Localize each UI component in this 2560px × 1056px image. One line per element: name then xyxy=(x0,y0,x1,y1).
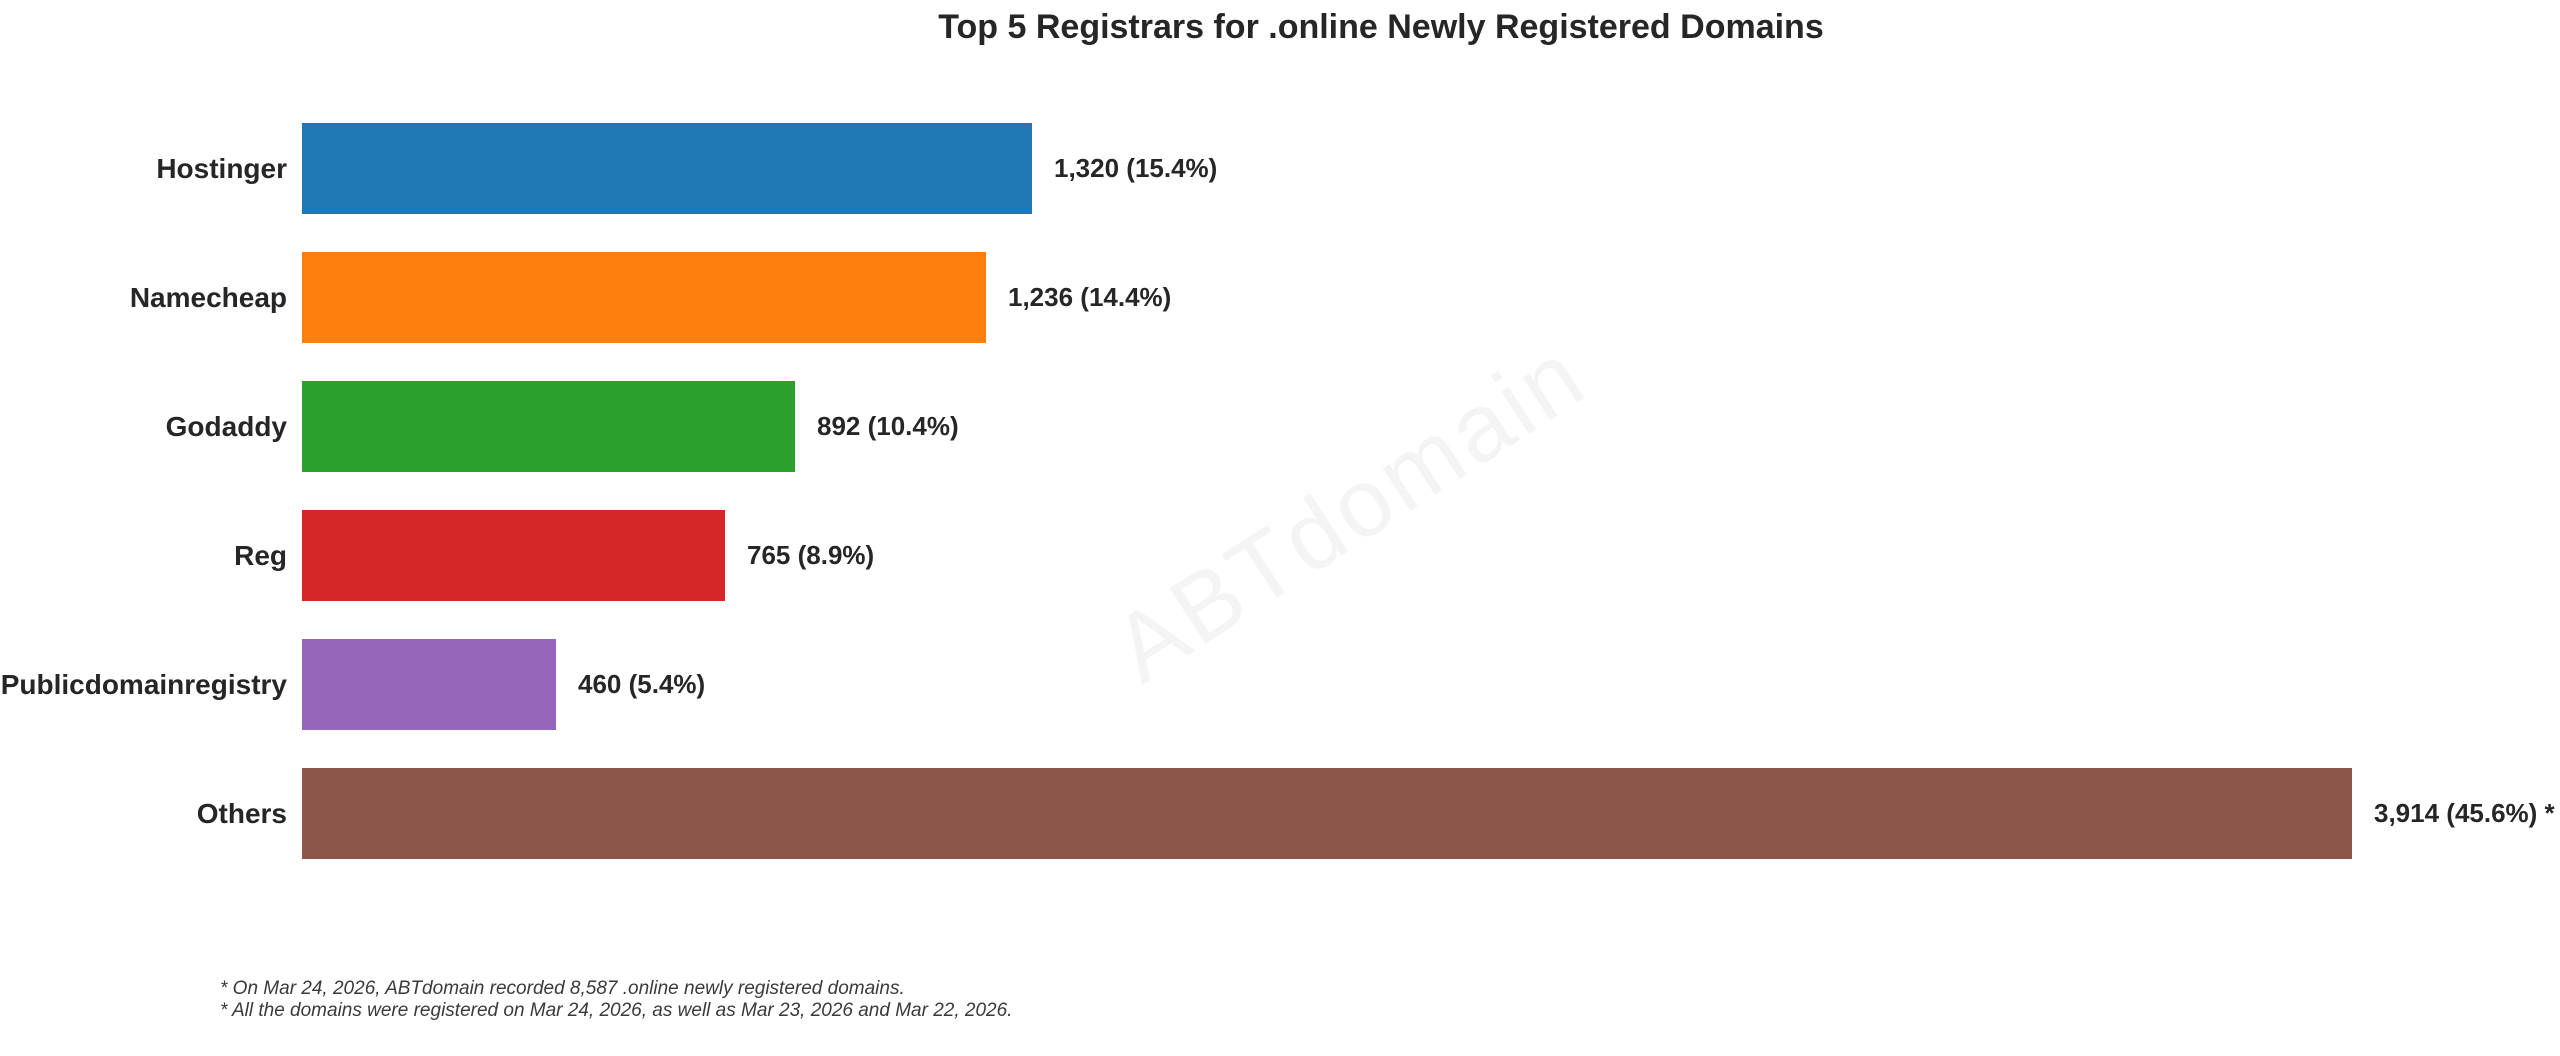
bar-godaddy xyxy=(302,381,795,472)
footnote-line-1: * On Mar 24, 2026, ABTdomain recorded 8,… xyxy=(220,978,905,999)
category-label: Godaddy xyxy=(165,411,287,442)
category-label: Others xyxy=(196,798,287,829)
value-label: 892 (10.4%) xyxy=(817,411,959,441)
bar-namecheap xyxy=(302,252,986,343)
category-label: Hostinger xyxy=(156,153,287,184)
value-label: 460 (5.4%) xyxy=(578,669,706,699)
value-label: 765 (8.9%) xyxy=(747,540,875,570)
category-label: Namecheap xyxy=(129,282,287,313)
bar-hostinger xyxy=(302,123,1032,214)
value-label: 3,914 (45.6%) * xyxy=(2374,798,2555,828)
chart-row: Publicdomainregistry 460 (5.4%) xyxy=(0,639,2560,730)
chart-row: Others 3,914 (45.6%) * xyxy=(0,768,2560,859)
value-label: 1,236 (14.4%) xyxy=(1008,282,1172,312)
value-label: 1,320 (15.4%) xyxy=(1054,153,1218,183)
bar-publicdomainregistry xyxy=(302,639,556,730)
chart-row: Reg 765 (8.9%) xyxy=(0,510,2560,601)
chart-title: Top 5 Registrars for .online Newly Regis… xyxy=(938,8,1824,46)
bar-others xyxy=(302,768,2352,859)
chart-row: Namecheap 1,236 (14.4%) xyxy=(0,252,2560,343)
category-label: Publicdomainregistry xyxy=(0,669,287,700)
chart-row: Hostinger 1,320 (15.4%) xyxy=(0,123,2560,214)
footnote-line-2: * All the domains were registered on Mar… xyxy=(220,1000,1013,1021)
chart-row: Godaddy 892 (10.4%) xyxy=(0,381,2560,472)
footnotes: * On Mar 24, 2026, ABTdomain recorded 8,… xyxy=(220,978,1012,1022)
bar-reg xyxy=(302,510,725,601)
category-label: Reg xyxy=(234,540,287,571)
